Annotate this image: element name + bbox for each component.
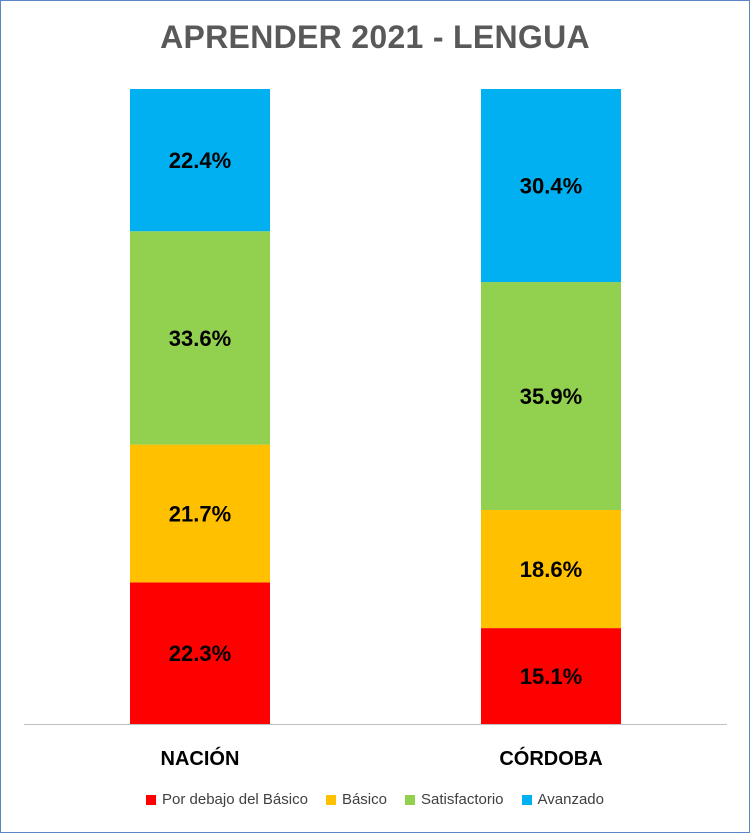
category-label-1: CÓRDOBA xyxy=(499,746,602,770)
data-label-1-0: 15.1% xyxy=(520,664,582,689)
legend-label: Básico xyxy=(341,791,387,808)
chart-legend: Por debajo del Básico Básico Satisfactorio… xyxy=(1,791,749,808)
bar-segment-0-1 xyxy=(130,444,270,583)
legend-item-3: Avanzado xyxy=(521,791,604,808)
bar-segment-1-0 xyxy=(481,628,621,724)
data-label-0-3: 22.4% xyxy=(169,148,231,173)
legend-label: Avanzado xyxy=(537,791,604,808)
bar-segment-1-2 xyxy=(481,282,621,511)
data-label-0-0: 22.3% xyxy=(169,641,231,666)
data-label-0-2: 33.6% xyxy=(169,326,231,351)
legend-swatch xyxy=(325,794,336,805)
legend-item-2: Satisfactorio xyxy=(404,791,504,808)
legend-label: Por debajo del Básico xyxy=(162,791,308,808)
legend-swatch xyxy=(404,794,415,805)
legend-item-0: Por debajo del Básico xyxy=(146,791,308,808)
legend-item-1: Básico xyxy=(325,791,387,808)
bar-segment-0-2 xyxy=(130,231,270,445)
category-label-0: NACIÓN xyxy=(161,746,240,770)
legend-swatch xyxy=(521,794,532,805)
bar-segment-1-3 xyxy=(481,89,621,283)
data-label-1-3: 30.4% xyxy=(520,174,582,199)
data-label-1-1: 18.6% xyxy=(520,557,582,582)
legend-swatch xyxy=(146,794,157,805)
bar-segment-0-3 xyxy=(130,89,270,232)
bar-segment-1-1 xyxy=(481,510,621,629)
chart-title: APRENDER 2021 - LENGUA xyxy=(160,19,590,55)
data-label-0-1: 21.7% xyxy=(169,501,231,526)
data-label-1-2: 35.9% xyxy=(520,384,582,409)
legend-label: Satisfactorio xyxy=(420,791,504,808)
bar-segment-0-0 xyxy=(130,582,270,724)
